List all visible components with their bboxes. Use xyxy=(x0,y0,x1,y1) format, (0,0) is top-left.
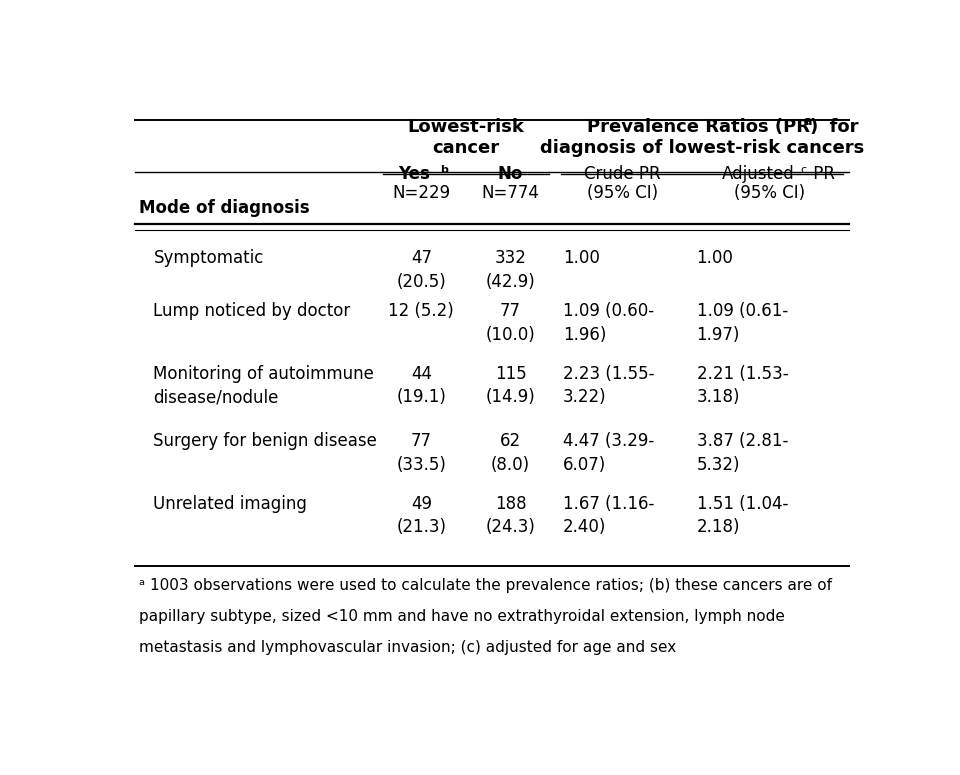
Text: for: for xyxy=(817,118,858,136)
Text: 3.87 (2.81-: 3.87 (2.81- xyxy=(697,432,788,450)
Text: (14.9): (14.9) xyxy=(486,388,536,406)
Text: 77: 77 xyxy=(411,432,432,450)
Text: Surgery for benign disease: Surgery for benign disease xyxy=(154,432,377,450)
Text: disease/nodule: disease/nodule xyxy=(154,388,278,406)
Text: No: No xyxy=(498,164,523,183)
Text: 115: 115 xyxy=(494,364,526,383)
Text: 2.21 (1.53-: 2.21 (1.53- xyxy=(697,364,788,383)
Text: (33.5): (33.5) xyxy=(396,456,446,474)
Text: 1.67 (1.16-: 1.67 (1.16- xyxy=(563,494,654,512)
Text: 1.00: 1.00 xyxy=(697,250,733,267)
Text: 1.51 (1.04-: 1.51 (1.04- xyxy=(697,494,788,512)
Text: Lump noticed by doctor: Lump noticed by doctor xyxy=(154,302,350,320)
Text: 1.09 (0.60-: 1.09 (0.60- xyxy=(563,302,654,320)
Text: 47: 47 xyxy=(411,250,432,267)
Text: papillary subtype, sized <10 mm and have no extrathyroidal extension, lymph node: papillary subtype, sized <10 mm and have… xyxy=(138,608,784,624)
Text: 1.97): 1.97) xyxy=(697,326,740,344)
Text: 1.09 (0.61-: 1.09 (0.61- xyxy=(697,302,788,320)
Text: (10.0): (10.0) xyxy=(486,326,536,344)
Text: Lowest-risk: Lowest-risk xyxy=(408,118,524,136)
Text: N=774: N=774 xyxy=(482,184,540,202)
Text: 49: 49 xyxy=(411,494,432,512)
Text: Unrelated imaging: Unrelated imaging xyxy=(154,494,307,512)
Text: 1.00: 1.00 xyxy=(563,250,600,267)
Text: Mode of diagnosis: Mode of diagnosis xyxy=(138,198,309,216)
Text: (42.9): (42.9) xyxy=(486,274,536,291)
Text: (21.3): (21.3) xyxy=(396,518,446,536)
Text: 332: 332 xyxy=(494,250,526,267)
Text: 3.22): 3.22) xyxy=(563,388,607,406)
Text: b: b xyxy=(440,165,447,175)
Text: N=229: N=229 xyxy=(393,184,450,202)
Text: (95% CI): (95% CI) xyxy=(733,184,804,202)
Text: metastasis and lymphovascular invasion; (c) adjusted for age and sex: metastasis and lymphovascular invasion; … xyxy=(138,639,676,655)
Text: 77: 77 xyxy=(500,302,521,320)
Text: 5.32): 5.32) xyxy=(697,456,740,474)
Text: Yes: Yes xyxy=(398,164,430,183)
Text: 2.18): 2.18) xyxy=(697,518,740,536)
Text: (8.0): (8.0) xyxy=(491,456,530,474)
Text: (20.5): (20.5) xyxy=(396,274,446,291)
Text: 4.47 (3.29-: 4.47 (3.29- xyxy=(563,432,654,450)
Text: 2.23 (1.55-: 2.23 (1.55- xyxy=(563,364,654,383)
Text: diagnosis of lowest-risk cancers: diagnosis of lowest-risk cancers xyxy=(540,139,864,157)
Text: 2.40): 2.40) xyxy=(563,518,606,536)
Text: 6.07): 6.07) xyxy=(563,456,606,474)
Text: 62: 62 xyxy=(500,432,521,450)
Text: (95% CI): (95% CI) xyxy=(587,184,658,202)
Text: 44: 44 xyxy=(411,364,432,383)
Text: c: c xyxy=(801,165,806,175)
Text: PR: PR xyxy=(807,164,835,183)
Text: 3.18): 3.18) xyxy=(697,388,740,406)
Text: cancer: cancer xyxy=(432,139,499,157)
Text: a: a xyxy=(804,115,812,128)
Text: 12 (5.2): 12 (5.2) xyxy=(389,302,454,320)
Text: Crude PR: Crude PR xyxy=(584,164,660,183)
Text: ᵃ 1003 observations were used to calculate the prevalence ratios; (b) these canc: ᵃ 1003 observations were used to calcula… xyxy=(138,577,831,593)
Text: Prevalence Ratios (PR): Prevalence Ratios (PR) xyxy=(587,118,818,136)
Text: 188: 188 xyxy=(494,494,526,512)
Text: Symptomatic: Symptomatic xyxy=(154,250,264,267)
Text: Adjusted: Adjusted xyxy=(722,164,794,183)
Text: Monitoring of autoimmune: Monitoring of autoimmune xyxy=(154,364,374,383)
Text: (19.1): (19.1) xyxy=(396,388,446,406)
Text: (24.3): (24.3) xyxy=(486,518,536,536)
Text: 1.96): 1.96) xyxy=(563,326,606,344)
